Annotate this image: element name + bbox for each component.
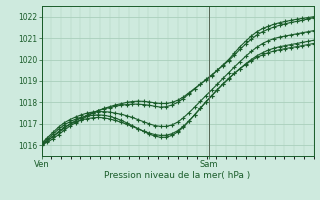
X-axis label: Pression niveau de la mer( hPa ): Pression niveau de la mer( hPa ) bbox=[104, 171, 251, 180]
